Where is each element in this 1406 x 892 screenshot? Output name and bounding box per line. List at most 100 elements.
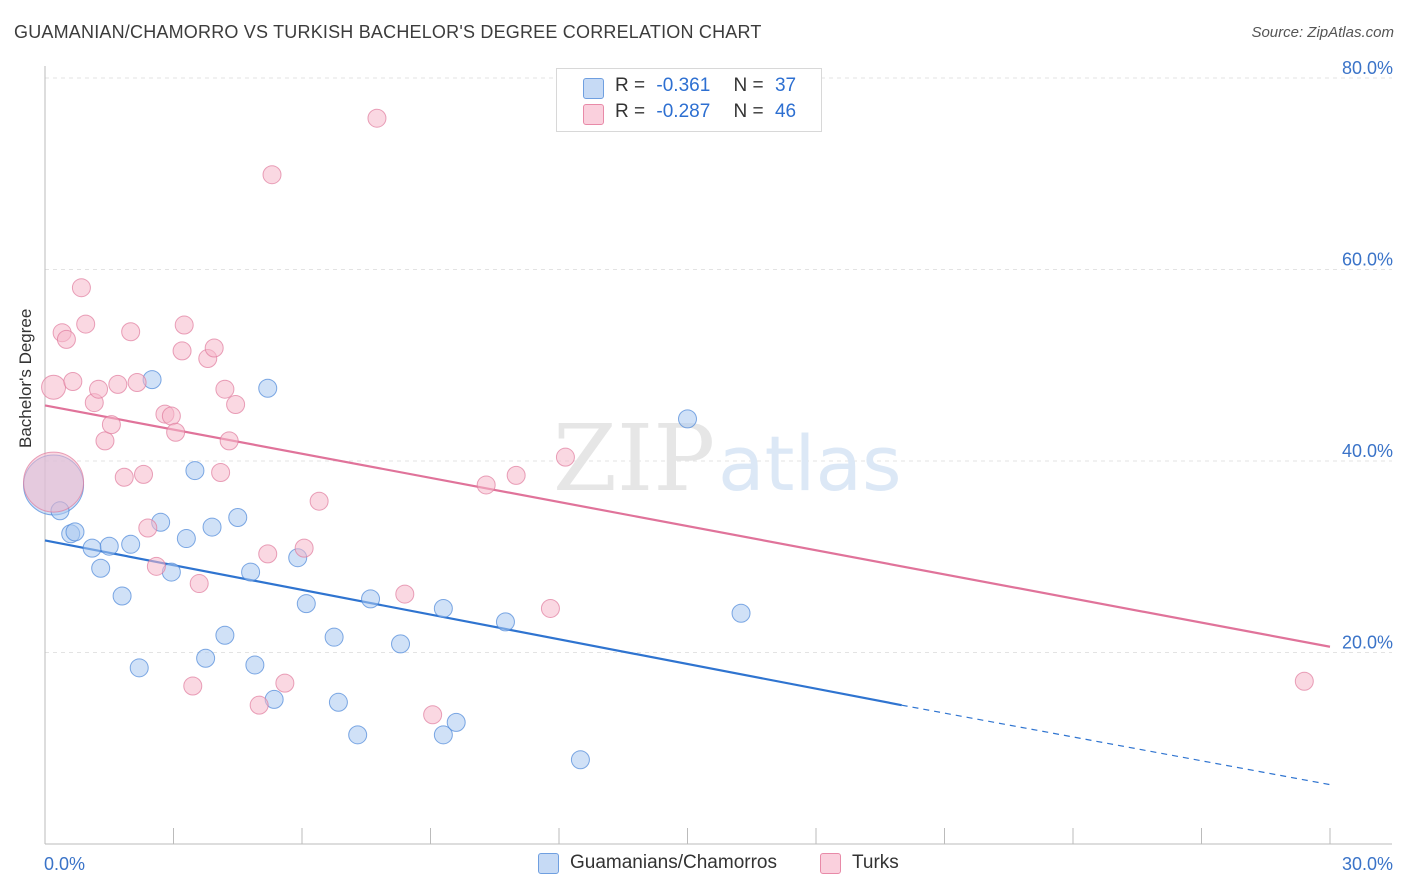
data-point-turks bbox=[555, 447, 575, 467]
data-point-guamanian bbox=[324, 627, 344, 647]
data-point-turks bbox=[166, 422, 186, 442]
data-point-turks bbox=[56, 329, 76, 349]
data-point-guamanian bbox=[446, 712, 466, 732]
data-point-guamanian bbox=[228, 507, 248, 527]
data-point-guamanian bbox=[202, 517, 222, 537]
data-point-guamanian bbox=[348, 725, 368, 745]
legend-r-value: -0.287 bbox=[656, 101, 711, 122]
series-label-turks: Turks bbox=[852, 852, 899, 873]
data-point-turks bbox=[275, 673, 295, 693]
data-point-turks bbox=[76, 314, 96, 334]
data-point-turks bbox=[294, 538, 314, 558]
data-point-turks bbox=[183, 676, 203, 696]
data-point-guamanian bbox=[731, 603, 751, 623]
data-point-turks bbox=[41, 374, 67, 400]
correlation-legend: R = -0.361 N = 37 R = -0.287 N = 46 bbox=[556, 68, 822, 132]
legend-n-label: N = bbox=[733, 75, 764, 96]
data-point-turks bbox=[258, 544, 278, 564]
data-point-guamanian bbox=[258, 378, 278, 398]
data-point-turks bbox=[71, 278, 91, 298]
data-point-turks bbox=[506, 465, 526, 485]
data-point-turks bbox=[108, 374, 128, 394]
data-point-turks bbox=[189, 574, 209, 594]
data-point-guamanian bbox=[176, 529, 196, 549]
data-point-guamanian bbox=[196, 648, 216, 668]
data-point-guamanian bbox=[328, 692, 348, 712]
data-point-turks bbox=[262, 165, 282, 185]
legend-n-value: 37 bbox=[774, 75, 797, 96]
data-point-turks bbox=[23, 451, 85, 513]
data-point-turks bbox=[215, 379, 235, 399]
series-swatch-turks bbox=[820, 853, 841, 874]
trend-line-guamanian bbox=[44, 539, 902, 707]
legend-r-value: -0.361 bbox=[656, 75, 711, 96]
data-point-turks bbox=[476, 475, 496, 495]
legend-r-label: R = bbox=[615, 101, 646, 122]
data-point-turks bbox=[204, 338, 224, 358]
data-points bbox=[23, 78, 1314, 770]
y-tick-label: 40.0% bbox=[1342, 441, 1393, 461]
data-point-turks bbox=[367, 108, 387, 128]
data-point-guamanian bbox=[215, 625, 235, 645]
data-point-guamanian bbox=[678, 409, 697, 429]
data-point-guamanian bbox=[91, 558, 111, 578]
data-point-guamanian bbox=[245, 655, 265, 675]
legend-r-label: R = bbox=[615, 75, 646, 96]
chart-title: GUAMANIAN/CHAMORRO VS TURKISH BACHELOR'S… bbox=[14, 22, 762, 42]
data-point-guamanian bbox=[495, 612, 515, 632]
data-point-turks bbox=[226, 395, 246, 415]
data-point-turks bbox=[63, 372, 83, 392]
legend-swatch-guamanian bbox=[583, 78, 604, 99]
y-tick-label: 20.0% bbox=[1342, 633, 1393, 653]
y-tick-label: 60.0% bbox=[1342, 250, 1393, 270]
data-point-guamanian bbox=[433, 598, 453, 618]
y-tick-label: 80.0% bbox=[1342, 58, 1393, 78]
data-point-turks bbox=[89, 379, 109, 399]
data-point-turks bbox=[101, 415, 121, 435]
legend-n-label: N = bbox=[733, 101, 764, 122]
data-point-guamanian bbox=[296, 594, 316, 614]
data-point-guamanian bbox=[185, 461, 205, 481]
x-tick-label: 0.0% bbox=[44, 854, 85, 874]
series-swatch-guamanian bbox=[538, 853, 559, 874]
data-point-turks bbox=[174, 315, 194, 335]
data-point-guamanian bbox=[241, 562, 261, 582]
watermark: ZIP atlas bbox=[553, 405, 902, 512]
series-label-guamanian: Guamanians/Chamorros bbox=[570, 852, 777, 873]
data-point-turks bbox=[161, 406, 181, 426]
grid-lines bbox=[45, 77, 1392, 653]
data-point-turks bbox=[540, 598, 560, 618]
data-point-turks bbox=[146, 556, 166, 576]
data-point-guamanian bbox=[65, 522, 85, 542]
data-point-turks bbox=[121, 322, 141, 342]
data-point-turks bbox=[134, 464, 154, 484]
data-point-turks bbox=[219, 431, 239, 451]
data-point-turks bbox=[127, 372, 147, 392]
legend-n-value: 46 bbox=[774, 101, 797, 122]
x-tick-label: 30.0% bbox=[1342, 854, 1393, 874]
watermark-atlas: atlas bbox=[718, 419, 902, 508]
data-point-guamanian bbox=[433, 725, 453, 745]
data-point-guamanian bbox=[391, 634, 411, 654]
data-point-guamanian bbox=[99, 536, 119, 556]
tick-labels: 20.0% 40.0% 60.0% 80.0% 0.0% 30.0% bbox=[44, 58, 1393, 874]
data-point-turks bbox=[249, 695, 269, 715]
data-point-turks bbox=[138, 518, 158, 538]
data-point-guamanian bbox=[570, 750, 590, 770]
source-label: Source: ZipAtlas.com bbox=[1251, 24, 1394, 41]
trend-line-turks bbox=[44, 404, 1331, 648]
data-point-guamanian bbox=[112, 586, 132, 606]
data-point-turks bbox=[95, 431, 115, 451]
data-point-turks bbox=[114, 467, 134, 487]
data-point-turks bbox=[172, 341, 192, 361]
trend-line-guamanian-extrapolated bbox=[901, 704, 1331, 786]
data-point-guamanian bbox=[82, 538, 102, 558]
data-point-turks bbox=[423, 705, 443, 725]
data-point-turks bbox=[211, 462, 231, 482]
data-point-turks bbox=[309, 491, 329, 511]
data-point-guamanian bbox=[121, 534, 141, 554]
legend-swatch-turks bbox=[583, 104, 604, 125]
data-point-turks bbox=[1294, 671, 1314, 691]
trend-lines bbox=[44, 404, 1331, 786]
